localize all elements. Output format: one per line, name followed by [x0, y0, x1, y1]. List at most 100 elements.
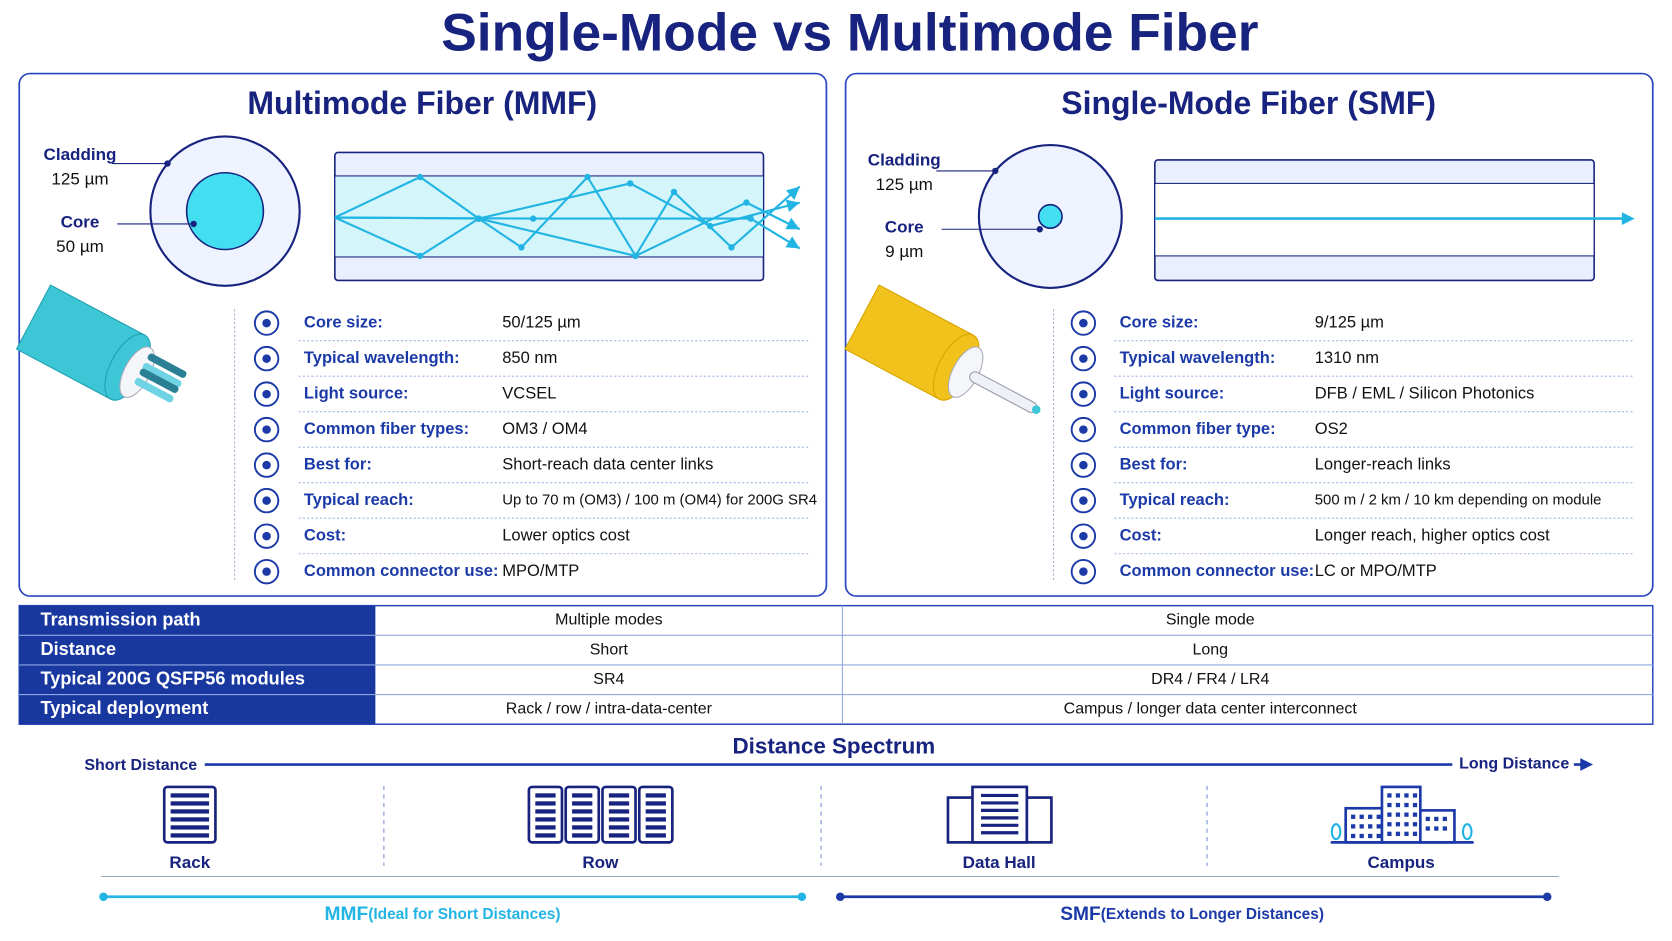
spec-icon [1070, 487, 1097, 514]
spec-icon [253, 558, 280, 585]
leader-dot [190, 220, 197, 228]
rack-slot [608, 793, 630, 798]
core-size: 50 µm [56, 237, 104, 256]
rack-slot [572, 801, 593, 806]
ray-node [518, 244, 525, 251]
campus-window [1425, 826, 1430, 831]
spec-label: Typical reach: [1120, 490, 1230, 509]
campus-window [1442, 826, 1447, 831]
campus-building [1418, 809, 1456, 844]
rack-slot [608, 833, 630, 838]
arrow-head [1580, 758, 1594, 771]
ray-node [627, 180, 634, 187]
spec-label: Cost: [1120, 525, 1162, 544]
stage-label: Campus [1368, 853, 1435, 872]
spec-icon-dot [1079, 531, 1088, 541]
spec-label: Typical wavelength: [304, 348, 460, 367]
spec-value: 1310 nm [1315, 348, 1379, 367]
spec-value: 850 nm [502, 348, 557, 367]
core-circle [1037, 203, 1063, 229]
spec-icon-dot [1079, 354, 1088, 363]
core-circle [185, 171, 265, 251]
rack-slot [170, 817, 210, 822]
spec-icon-dot [1079, 425, 1088, 434]
rack-slot [645, 793, 666, 798]
panel-title: Single-Mode Fiber (SMF) [1061, 85, 1436, 121]
cladding-label: Cladding [868, 151, 941, 170]
table-cell: Short [590, 641, 629, 658]
cable-fiber [134, 378, 174, 403]
core-label: Core [61, 212, 100, 231]
rack-slot [572, 809, 593, 814]
rack-slot [170, 833, 210, 838]
ray-node [706, 222, 714, 230]
mmf-range-end [99, 892, 108, 902]
spec-value: 50/125 µm [502, 312, 580, 331]
spec-value: MPO/MTP [502, 561, 579, 580]
campus-window [1425, 816, 1430, 822]
campus-window [1395, 802, 1401, 808]
smf-range-end [1542, 892, 1552, 902]
mmf-name: MMF [325, 904, 369, 925]
tree-icon [1461, 823, 1473, 841]
rack-slot [535, 793, 556, 798]
campus-window [1395, 793, 1401, 798]
stage-label: Data Hall [963, 853, 1036, 872]
spec-icon-dot [262, 531, 271, 541]
spec-icon-dot [262, 567, 271, 576]
spec-value: OM3 / OM4 [502, 419, 587, 438]
campus-window [1442, 816, 1447, 822]
rack-slot [572, 817, 593, 822]
campus-window [1359, 824, 1364, 829]
spec-icon [1070, 310, 1097, 336]
cable-fiber [147, 353, 187, 378]
table-cell: DR4 / FR4 / LR4 [1151, 671, 1269, 688]
campus-window [1404, 822, 1409, 827]
spec-value: 500 m / 2 km / 10 km depending on module [1315, 492, 1602, 509]
campus-window [1412, 793, 1418, 798]
campus-window [1368, 833, 1373, 839]
mmf-range-label: MMF(Ideal for Short Distances) [325, 904, 561, 925]
spec-label: Core size: [304, 312, 383, 331]
stage-label: Row [582, 853, 619, 872]
campus-window [1368, 824, 1373, 829]
ray-node [747, 215, 754, 222]
smf-note: (Extends to Longer Distances) [1101, 906, 1324, 923]
leader-dot [1036, 226, 1043, 233]
rack-slot [608, 817, 630, 822]
spec-icon [1070, 345, 1097, 372]
rack-slot [608, 801, 630, 806]
spec-icon [253, 381, 280, 407]
core-size: 9 µm [885, 242, 923, 261]
spec-label: Common connector use: [1120, 561, 1315, 580]
campus-window [1359, 814, 1364, 819]
spec-icon-dot [1079, 496, 1088, 505]
table-cell: Multiple modes [555, 612, 663, 629]
campus-window [1395, 812, 1401, 817]
table-cell: Rack / row / intra-data-center [506, 701, 713, 718]
rack-slot [645, 825, 666, 830]
ray-node [416, 252, 424, 260]
spec-label: Light source: [304, 383, 409, 402]
table-cell: Single mode [1166, 612, 1255, 629]
leader-dot [992, 167, 999, 175]
rack-slot [645, 833, 666, 838]
spec-icon [253, 487, 280, 514]
rack-slot [572, 833, 593, 838]
spec-icon [1070, 381, 1097, 407]
arrow-head [1621, 212, 1635, 225]
spec-label: Best for: [1120, 454, 1188, 473]
campus-window [1395, 831, 1401, 836]
spec-value: VCSEL [502, 383, 556, 402]
stage-label: Rack [169, 853, 210, 872]
arrow-head [785, 186, 800, 200]
ray-node [670, 188, 678, 196]
rack-slot [608, 809, 630, 814]
cable-fiber [139, 368, 179, 393]
spec-icon-dot [1079, 389, 1088, 399]
spectrum-title: Distance Spectrum [733, 733, 936, 758]
spec-label: Typical reach: [304, 490, 414, 509]
rack-slot [535, 825, 556, 830]
spec-icon-dot [1079, 567, 1088, 576]
